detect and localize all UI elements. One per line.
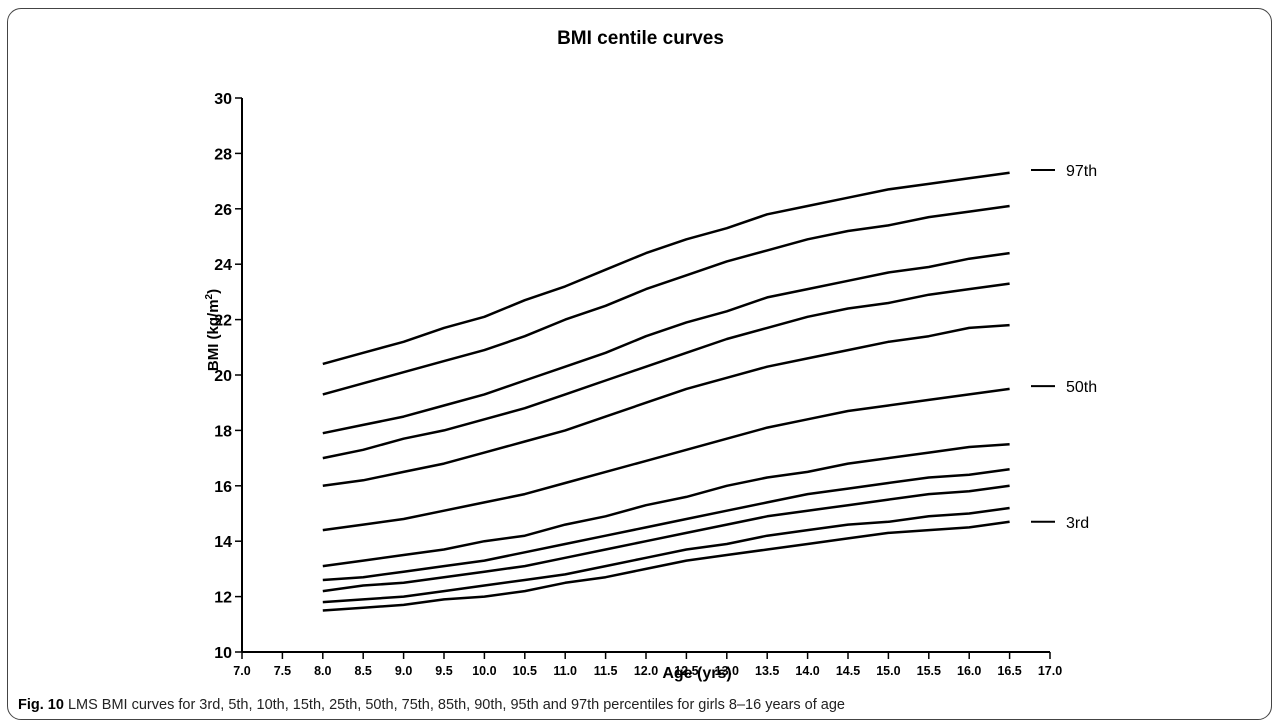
x-tick-label: 13.5: [755, 664, 779, 678]
x-tick-label: 15.5: [917, 664, 941, 678]
centile-annotations: 97th 50th 3rd: [1031, 163, 1097, 532]
x-tick-label: 11.5: [594, 664, 618, 678]
figure-number: Fig. 10: [18, 697, 64, 713]
centile-curve-5: [322, 443, 1010, 568]
y-tick-label: 24: [214, 257, 232, 274]
x-tick-label: 8.5: [355, 664, 372, 678]
centile-curve-4: [322, 467, 1010, 582]
x-tick-label: 8.0: [314, 664, 331, 678]
centile-curve-9: [322, 251, 1010, 435]
centile-curve-2: [322, 506, 1010, 604]
centile-curve-1: [322, 520, 1010, 612]
y-tick-label: 12: [214, 590, 232, 607]
centile-curves: [322, 171, 1010, 612]
y-tick-label: 30: [214, 91, 232, 108]
x-tick-label: 12.5: [674, 664, 698, 678]
y-tick-label: 22: [214, 313, 232, 330]
x-tick-label: 14.0: [795, 664, 819, 678]
y-axis-label: BMI (kg/m2): [204, 289, 222, 371]
x-tick-label: 11.0: [553, 664, 577, 678]
x-tick-label: 15.0: [876, 664, 900, 678]
y-axis-label-sup: 2: [204, 293, 215, 299]
svg-text:BMI (kg/m2): BMI (kg/m2): [204, 289, 222, 371]
chart-title: BMI centile curves: [557, 28, 724, 49]
x-axis-label: Age (yrs): [662, 665, 731, 682]
centile-curve-6: [322, 387, 1010, 532]
axes: 7.0 7.5 8.0 8.5 9.0 9.5 10.0 10.5 11.0 11.5 12.0 12…: [214, 91, 1062, 678]
x-tick-label: 9.0: [395, 664, 412, 678]
annotation-label: 50th: [1066, 379, 1097, 396]
x-tick-label: 16.5: [997, 664, 1021, 678]
y-tick-label: 26: [214, 202, 232, 219]
y-tick-label: 16: [214, 479, 232, 496]
y-tick-label: 18: [214, 423, 232, 440]
figure-frame: [7, 8, 1272, 720]
y-tick-label: 20: [214, 368, 232, 385]
centile-curve-8: [322, 282, 1010, 460]
x-tick-label: 12.0: [634, 664, 658, 678]
y-tick-label: 14: [214, 534, 232, 551]
annotation-label: 3rd: [1066, 515, 1089, 532]
centile-curve-10: [322, 204, 1010, 396]
y-axis-label-close: ): [205, 289, 222, 294]
y-tick-label: 28: [214, 146, 232, 163]
figure-caption-text: LMS BMI curves for 3rd, 5th, 10th, 15th,…: [63, 697, 845, 713]
y-tick-label: 10: [214, 645, 232, 662]
x-tick-label: 13.0: [715, 664, 739, 678]
x-tick-label: 10.5: [513, 664, 537, 678]
x-tick-label: 14.5: [836, 664, 860, 678]
x-tick-label: 7.5: [274, 664, 291, 678]
figure-caption: Fig. 10 LMS BMI curves for 3rd, 5th, 10t…: [18, 697, 845, 713]
x-tick-label: 9.5: [435, 664, 452, 678]
x-tick-label: 7.0: [233, 664, 250, 678]
annotation-label: 97th: [1066, 163, 1097, 180]
x-tick-label: 10.0: [472, 664, 496, 678]
centile-curve-7: [322, 323, 1010, 488]
x-tick-label: 16.0: [957, 664, 981, 678]
centile-curve-3: [322, 484, 1010, 593]
centile-curve-11: [322, 171, 1010, 366]
x-tick-label: 17.0: [1038, 664, 1062, 678]
y-axis-label-main: BMI (kg/m: [205, 299, 222, 371]
